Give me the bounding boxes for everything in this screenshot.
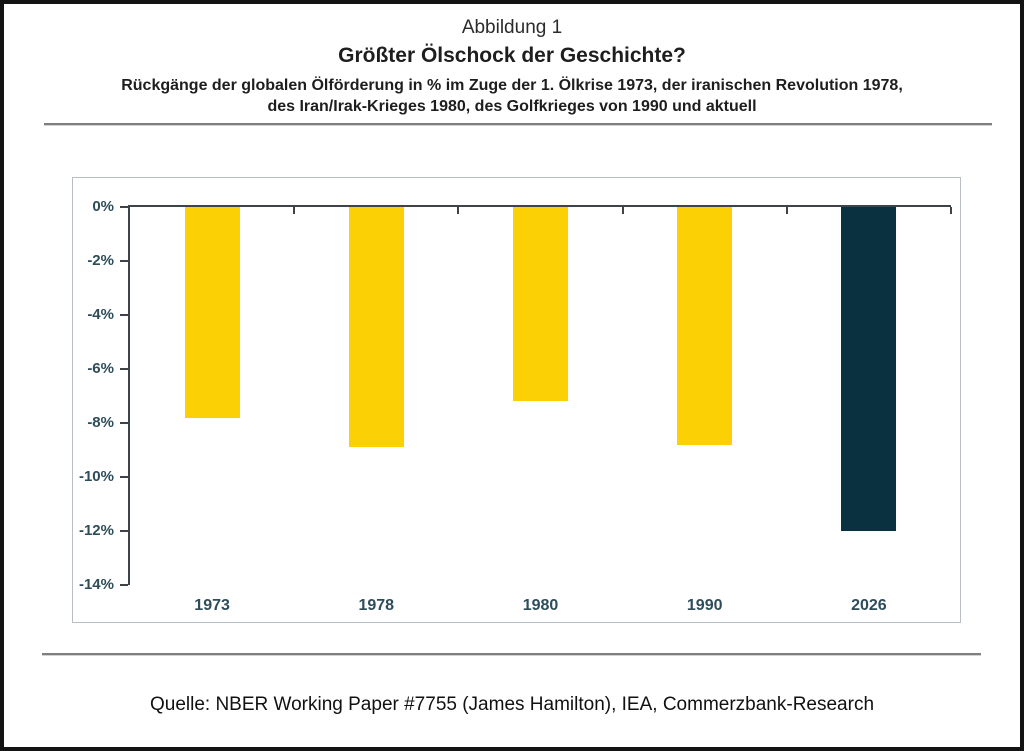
- bar-1978: [348, 207, 404, 448]
- bar-1980: [513, 207, 568, 402]
- bar-1973: [184, 207, 240, 418]
- y-axis-line: [128, 207, 130, 585]
- x-tick-label-1990: 1990: [686, 597, 723, 614]
- figure-number: Abbildung 1: [461, 17, 563, 38]
- x-tick-label-1973: 1973: [194, 597, 230, 614]
- x-tick: [621, 207, 624, 214]
- y-tick-label: -12%: [78, 522, 114, 539]
- chart-title: Größter Ölschock der Geschichte?: [338, 44, 686, 67]
- y-tick-label: -2%: [87, 252, 114, 269]
- bar-2026: [841, 207, 897, 531]
- y-tick-label: -4%: [87, 306, 114, 323]
- header-divider: [44, 123, 992, 126]
- y-tick: [120, 422, 128, 424]
- x-tick: [457, 207, 460, 214]
- source-caption: Quelle: NBER Working Paper #7755 (James …: [149, 694, 875, 715]
- y-tick: [120, 206, 128, 208]
- x-tick: [785, 207, 788, 214]
- y-tick: [120, 368, 128, 370]
- y-tick-label: -8%: [87, 414, 114, 431]
- chart-subtitle-line2: des Iran/Irak-Krieges 1980, des Golfkrie…: [267, 98, 757, 115]
- y-tick-label: -6%: [87, 360, 114, 377]
- y-tick-label: 0%: [92, 198, 114, 215]
- footer-divider: [42, 653, 981, 656]
- x-tick-label-1980: 1980: [522, 597, 559, 614]
- y-tick: [120, 584, 128, 586]
- y-tick: [120, 476, 128, 478]
- x-tick-label-1978: 1978: [358, 597, 395, 614]
- chart-subtitle: Rückgänge der globalen Ölförderung in % …: [4, 75, 1020, 117]
- x-tick: [293, 207, 296, 214]
- y-tick: [120, 260, 128, 262]
- plot-area: 0% -2% -4% -6% -8% -10% -12% -14% 1973 1978 1980 19…: [72, 177, 961, 623]
- bar-1990: [677, 207, 733, 445]
- y-tick-label: -10%: [78, 468, 114, 485]
- y-tick: [120, 314, 128, 316]
- x-axis-line: [128, 205, 951, 207]
- y-tick: [120, 530, 128, 532]
- x-tick: [950, 207, 952, 214]
- y-tick-label: -14%: [78, 576, 114, 593]
- x-tick-label-2026: 2026: [851, 597, 887, 614]
- chart-subtitle-line1: Rückgänge der globalen Ölförderung in % …: [121, 77, 903, 94]
- chart-header: Abbildung 1 Größter Ölschock der Geschic…: [4, 17, 1020, 117]
